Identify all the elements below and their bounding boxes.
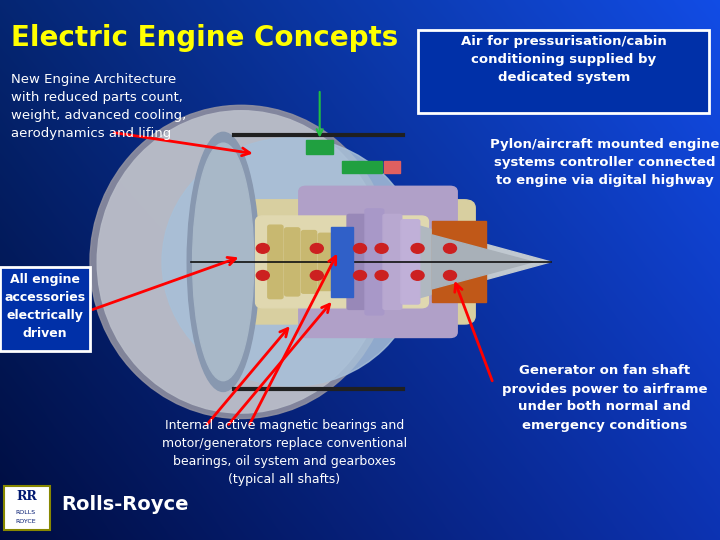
FancyBboxPatch shape — [0, 267, 90, 351]
FancyBboxPatch shape — [318, 233, 333, 291]
Text: All engine
accessories
electrically
driven: All engine accessories electrically driv… — [4, 273, 85, 340]
Polygon shape — [403, 221, 432, 302]
Ellipse shape — [162, 138, 421, 386]
Text: ROLLS: ROLLS — [16, 510, 36, 515]
Bar — [384, 161, 400, 173]
FancyBboxPatch shape — [284, 228, 300, 296]
Circle shape — [444, 244, 456, 253]
Ellipse shape — [97, 111, 385, 413]
Bar — [331, 227, 353, 297]
Text: Air for pressurisation/cabin
conditioning supplied by
dedicated system: Air for pressurisation/cabin conditionin… — [461, 35, 667, 84]
FancyBboxPatch shape — [302, 231, 317, 293]
Text: New Engine Architecture
with reduced parts count,
weight, advanced cooling,
aero: New Engine Architecture with reduced par… — [11, 73, 186, 140]
FancyBboxPatch shape — [365, 209, 384, 315]
Circle shape — [354, 271, 366, 280]
Ellipse shape — [90, 105, 392, 419]
Circle shape — [411, 244, 424, 253]
Text: Electric Engine Concepts: Electric Engine Concepts — [11, 24, 398, 52]
Circle shape — [411, 271, 424, 280]
Text: Rolls-Royce: Rolls-Royce — [61, 495, 189, 515]
Bar — [432, 221, 486, 302]
FancyBboxPatch shape — [347, 214, 366, 309]
FancyBboxPatch shape — [401, 220, 420, 304]
FancyBboxPatch shape — [299, 262, 457, 338]
Polygon shape — [432, 230, 551, 294]
Circle shape — [375, 271, 388, 280]
Bar — [306, 140, 333, 154]
Text: RR: RR — [17, 490, 37, 503]
Circle shape — [354, 244, 366, 253]
Text: Generator on fan shaft
provides power to airframe
under both normal and
emergenc: Generator on fan shaft provides power to… — [502, 364, 708, 431]
Circle shape — [375, 244, 388, 253]
FancyBboxPatch shape — [268, 225, 283, 299]
Ellipse shape — [193, 143, 253, 381]
Bar — [342, 161, 382, 173]
Circle shape — [310, 271, 323, 280]
FancyBboxPatch shape — [418, 30, 709, 113]
Polygon shape — [432, 235, 533, 289]
Circle shape — [256, 271, 269, 280]
Text: Internal active magnetic bearings and
motor/generators replace conventional
bear: Internal active magnetic bearings and mo… — [162, 418, 407, 485]
Ellipse shape — [187, 132, 259, 392]
Circle shape — [444, 271, 456, 280]
Circle shape — [256, 244, 269, 253]
FancyBboxPatch shape — [299, 186, 457, 262]
Text: ROYCE: ROYCE — [16, 519, 37, 524]
Text: Pylon/aircraft mounted engine
systems controller connected
to engine via digital: Pylon/aircraft mounted engine systems co… — [490, 138, 719, 187]
FancyBboxPatch shape — [383, 214, 402, 309]
Circle shape — [310, 244, 323, 253]
FancyBboxPatch shape — [238, 200, 475, 324]
FancyBboxPatch shape — [4, 486, 50, 530]
FancyBboxPatch shape — [256, 216, 428, 308]
